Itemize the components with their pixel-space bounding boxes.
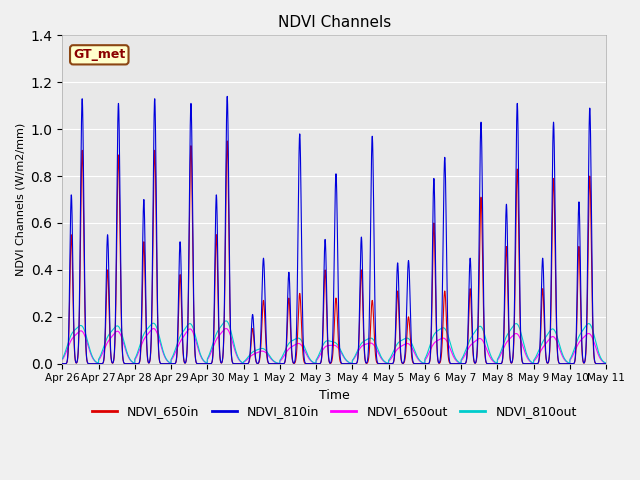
NDVI_650in	[175, 309, 182, 315]
NDVI_650in	[600, 361, 608, 367]
NDVI_810in	[486, 361, 494, 367]
NDVI_650out	[150, 325, 157, 331]
NDVI_650out	[600, 360, 608, 365]
NDVI_810in	[58, 361, 66, 367]
NDVI_810in	[602, 361, 610, 367]
NDVI_810out	[58, 356, 66, 362]
NDVI_810out	[600, 360, 608, 365]
Line: NDVI_810in: NDVI_810in	[62, 96, 606, 364]
NDVI_810out	[169, 353, 177, 359]
Line: NDVI_810out: NDVI_810out	[62, 321, 606, 363]
NDVI_810out	[175, 337, 182, 343]
NDVI_810out	[602, 360, 610, 366]
NDVI_650out	[175, 342, 182, 348]
NDVI_810out	[486, 352, 494, 358]
NDVI_650in	[410, 360, 417, 366]
NDVI_810in	[262, 326, 269, 332]
NDVI_810out	[410, 344, 417, 350]
NDVI_650out	[58, 357, 66, 363]
NDVI_650in	[223, 138, 231, 144]
X-axis label: Time: Time	[319, 389, 349, 402]
NDVI_810in	[175, 290, 182, 296]
NDVI_810out	[276, 360, 284, 366]
NDVI_650out	[169, 355, 177, 360]
Y-axis label: NDVI Channels (W/m2/mm): NDVI Channels (W/m2/mm)	[15, 123, 25, 276]
NDVI_810in	[600, 361, 608, 367]
NDVI_810in	[421, 361, 429, 367]
NDVI_650out	[410, 348, 417, 353]
NDVI_650in	[602, 361, 610, 367]
NDVI_810in	[410, 359, 417, 365]
Title: NDVI Channels: NDVI Channels	[278, 15, 391, 30]
NDVI_650out	[602, 360, 610, 366]
Text: GT_met: GT_met	[73, 48, 125, 61]
NDVI_650out	[276, 360, 284, 366]
NDVI_810in	[169, 361, 177, 367]
Line: NDVI_650out: NDVI_650out	[62, 328, 606, 363]
NDVI_650out	[486, 355, 494, 360]
Legend: NDVI_650in, NDVI_810in, NDVI_650out, NDVI_810out: NDVI_650in, NDVI_810in, NDVI_650out, NDV…	[86, 400, 582, 423]
NDVI_650out	[262, 350, 269, 356]
NDVI_810in	[223, 94, 231, 99]
NDVI_810out	[262, 348, 269, 353]
NDVI_650in	[486, 361, 494, 367]
NDVI_650in	[262, 340, 269, 346]
Line: NDVI_650in: NDVI_650in	[62, 141, 606, 364]
NDVI_650in	[421, 361, 429, 367]
NDVI_650in	[58, 361, 66, 367]
NDVI_650in	[169, 361, 177, 367]
NDVI_810out	[222, 318, 230, 324]
